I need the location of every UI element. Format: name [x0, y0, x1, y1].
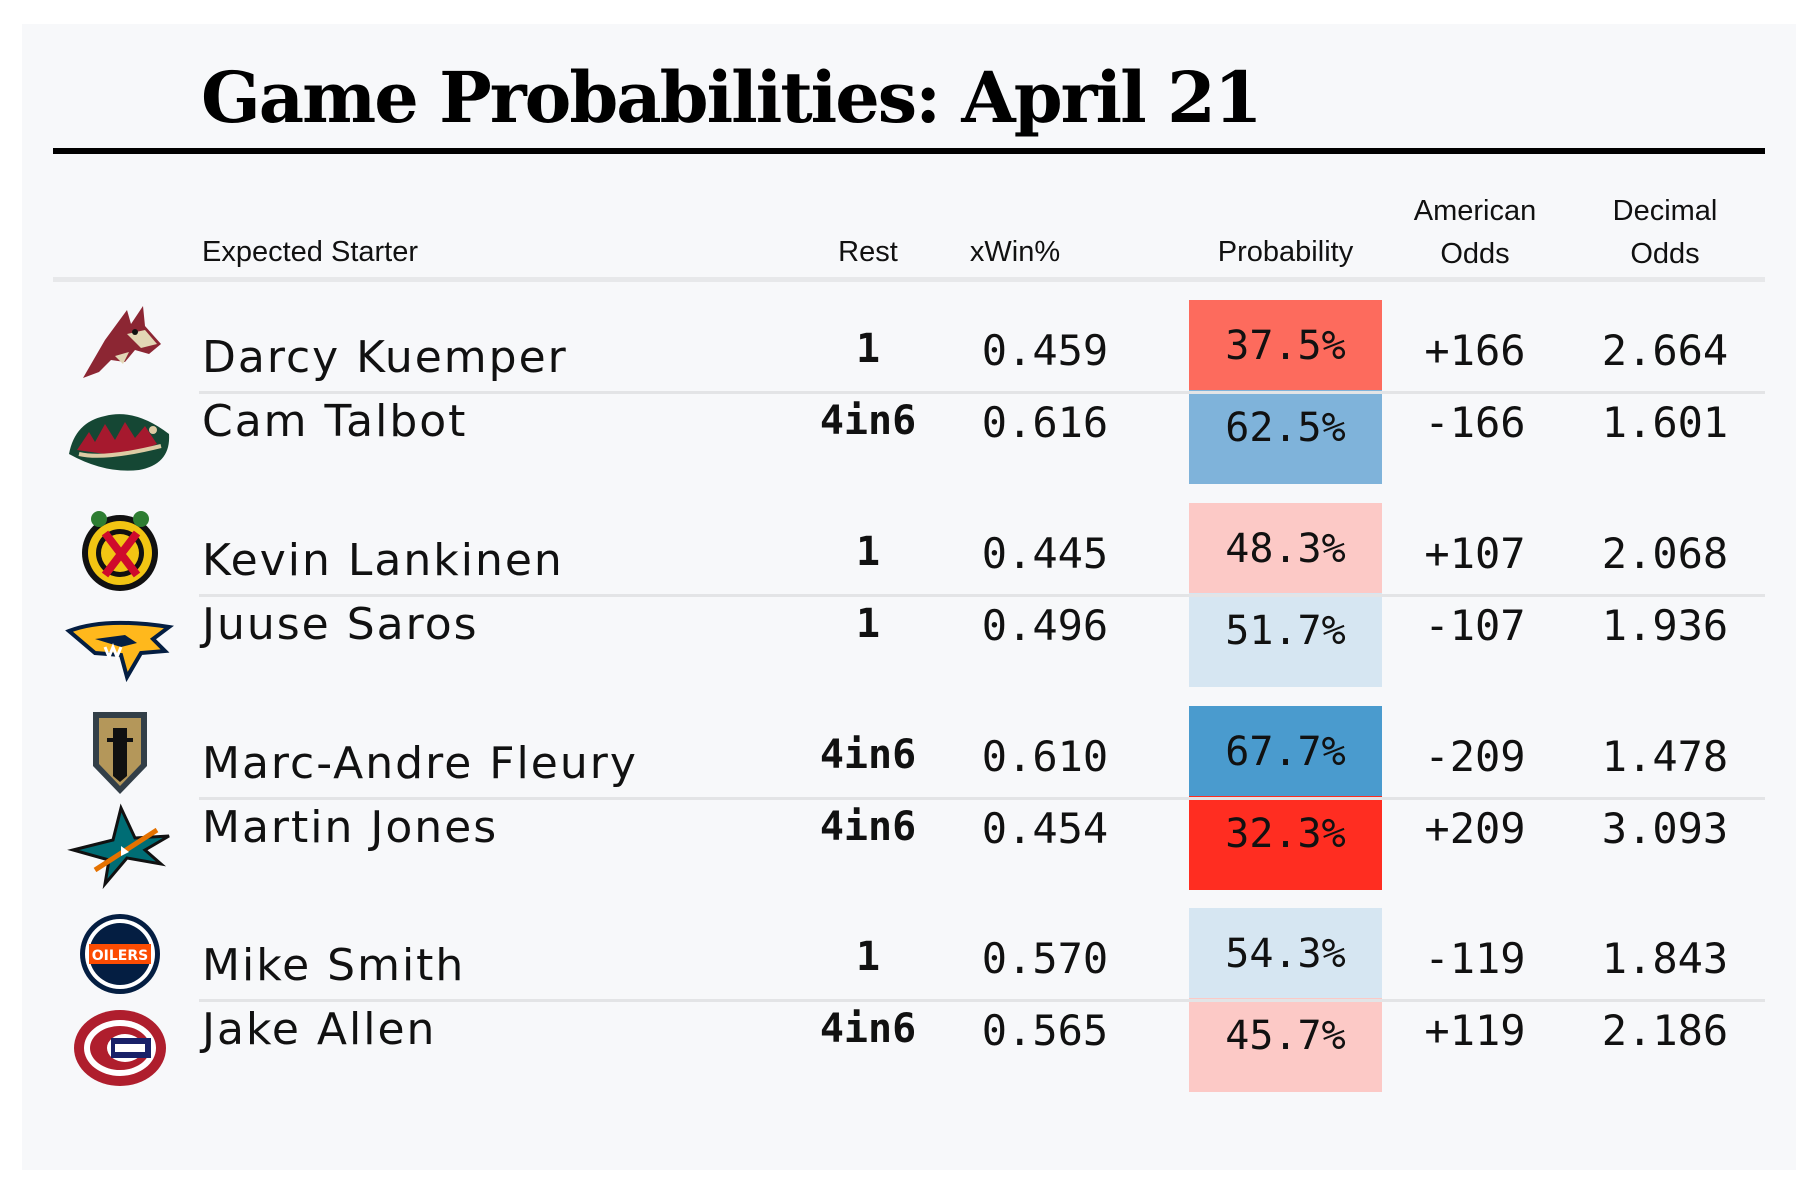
starter-name: Darcy Kuemper [202, 332, 568, 383]
rest-value: 4in6 [819, 398, 917, 444]
starter-name: Juuse Saros [202, 599, 479, 650]
rest-value: 1 [855, 934, 881, 980]
xwin-value: 0.496 [981, 601, 1109, 650]
arizona-coyotes-icon [65, 300, 175, 392]
xwin-value: 0.459 [981, 326, 1109, 375]
rest-value: 1 [855, 601, 881, 647]
edmonton-oilers-icon: OILERS [65, 908, 175, 1000]
rest-value: 4in6 [819, 804, 917, 850]
xwin-value: 0.616 [981, 398, 1109, 447]
rest-value: 1 [855, 529, 881, 575]
decimal-odds-value: 1.843 [1601, 934, 1729, 983]
montreal-canadiens-icon [65, 1002, 175, 1094]
xwin-value: 0.570 [981, 934, 1109, 983]
probability-cell: 48.3% [1189, 503, 1382, 595]
starter-name: Mike Smith [202, 940, 466, 991]
xwin-value: 0.610 [981, 732, 1109, 781]
header-american-odds: American Odds [1390, 190, 1560, 276]
decimal-odds-value: 3.093 [1601, 804, 1729, 853]
probability-cell: 32.3% [1189, 796, 1382, 890]
decimal-odds-value: 2.664 [1601, 326, 1729, 375]
american-odds-value: -119 [1424, 934, 1526, 983]
probability-cell: 67.7% [1189, 706, 1382, 798]
xwin-value: 0.565 [981, 1006, 1109, 1055]
minnesota-wild-icon [65, 394, 175, 486]
game-row-divider [199, 594, 1765, 597]
american-odds-value: +209 [1424, 804, 1526, 853]
probability-cell: 51.7% [1189, 593, 1382, 687]
xwin-value: 0.454 [981, 804, 1109, 853]
header-decimal-line2: Odds [1630, 238, 1700, 270]
starter-name: Martin Jones [202, 802, 499, 853]
starter-name: Kevin Lankinen [202, 535, 564, 586]
header-rule [53, 277, 1765, 282]
game-row-divider [199, 391, 1765, 394]
rest-value: 1 [855, 326, 881, 372]
header-rest: Rest [838, 236, 898, 268]
chart-title: Game Probabilities: April 21 [201, 56, 1263, 139]
header-decimal-odds: Decimal Odds [1580, 190, 1750, 276]
header-american-line1: American [1413, 195, 1537, 227]
decimal-odds-value: 1.478 [1601, 732, 1729, 781]
chart-card [22, 24, 1796, 1170]
american-odds-value: -107 [1424, 601, 1526, 650]
vegas-golden-knights-icon [65, 706, 175, 798]
game-row-divider [199, 797, 1765, 800]
american-odds-value: +119 [1424, 1006, 1526, 1055]
game-row-divider [199, 999, 1765, 1002]
decimal-odds-value: 2.068 [1601, 529, 1729, 578]
title-rule [53, 148, 1765, 154]
decimal-odds-value: 2.186 [1601, 1006, 1729, 1055]
header-xwin: xWin% [969, 236, 1061, 268]
american-odds-value: +166 [1424, 326, 1526, 375]
starter-name: Jake Allen [202, 1004, 437, 1055]
american-odds-value: -209 [1424, 732, 1526, 781]
probability-cell: 37.5% [1189, 300, 1382, 392]
american-odds-value: -166 [1424, 398, 1526, 447]
probability-cell: 62.5% [1189, 390, 1382, 484]
xwin-value: 0.445 [981, 529, 1109, 578]
rest-value: 4in6 [819, 732, 917, 778]
starter-name: Marc-Andre Fleury [202, 738, 638, 789]
svg-text:OILERS: OILERS [92, 948, 148, 964]
rest-value: 4in6 [819, 1006, 917, 1052]
header-starter: Expected Starter [202, 236, 418, 268]
header-decimal-line1: Decimal [1612, 195, 1718, 227]
header-probability: Probability [1217, 236, 1354, 268]
san-jose-sharks-icon [65, 800, 175, 892]
chicago-blackhawks-icon [65, 503, 175, 595]
probability-cell: 54.3% [1189, 908, 1382, 1000]
decimal-odds-value: 1.601 [1601, 398, 1729, 447]
starter-name: Cam Talbot [202, 396, 468, 447]
american-odds-value: +107 [1424, 529, 1526, 578]
probability-cell: 45.7% [1189, 998, 1382, 1092]
header-american-line2: Odds [1440, 238, 1510, 270]
nashville-predators-icon [65, 597, 175, 689]
decimal-odds-value: 1.936 [1601, 601, 1729, 650]
